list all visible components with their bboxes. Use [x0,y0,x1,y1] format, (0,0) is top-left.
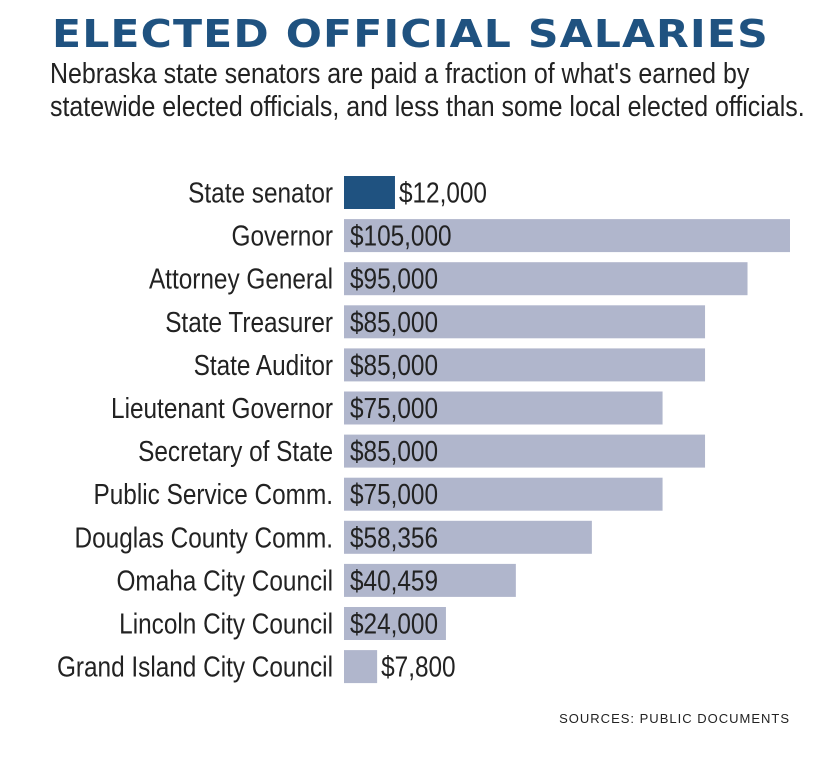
value-label: $58,356 [350,521,438,553]
bar [344,520,592,554]
value-label: $85,000 [350,306,438,338]
category-label: Governor [232,220,334,252]
value-label: $24,000 [350,608,438,640]
source-note: SOURCES: PUBLIC DOCUMENTS [559,711,790,726]
chart-subtitle: Nebraska state senators are paid a fract… [50,58,805,123]
value-label: $12,000 [399,177,487,209]
bar [344,176,395,209]
bar [344,219,790,253]
category-label: Omaha City Council [116,564,333,596]
bar-row: State Treasurer $85,000 [165,305,706,339]
category-label: Grand Island City Council [57,651,333,683]
bar [344,305,706,339]
bar-row: Public Service Comm. $75,000 [94,477,663,511]
bar-row: Douglas County Comm. $58,356 [75,520,592,554]
chart-title: ELECTED OFFICIAL SALARIES [52,12,769,56]
category-label: State Auditor [194,349,333,381]
value-label: $85,000 [350,349,438,381]
bar-row: Omaha City Council $40,459 [116,563,516,597]
value-label: $7,800 [381,651,455,683]
bar [344,434,706,468]
bar [344,348,706,382]
value-label: $75,000 [350,478,438,510]
category-label: State Treasurer [165,306,333,338]
category-label: Douglas County Comm. [75,521,333,553]
bar-row: State Auditor $85,000 [194,348,706,382]
category-label: Public Service Comm. [94,478,333,510]
bar [344,607,446,640]
bar [344,391,663,425]
bar [344,563,516,597]
category-label: Attorney General [149,263,333,295]
bar-row: Lincoln City Council $24,000 [119,607,446,640]
category-label: Secretary of State [138,435,333,467]
value-label: $95,000 [350,263,438,295]
bar-row: Secretary of State $85,000 [138,434,706,468]
bar-row: Governor $105,000 [232,219,790,253]
bar-row: Lieutenant Governor $75,000 [111,391,663,425]
bar [344,262,748,296]
bar [344,650,378,684]
category-label: State senator [188,177,333,209]
value-label: $85,000 [350,435,438,467]
bar-row: Attorney General $95,000 [149,262,748,296]
bar [344,477,663,511]
bar-row: State senator $12,000 [188,176,487,209]
value-label: $40,459 [350,564,438,596]
bar-row: Grand Island City Council $7,800 [57,650,456,684]
value-label: $105,000 [350,220,452,252]
category-label: Lieutenant Governor [111,392,333,424]
category-label: Lincoln City Council [119,608,333,640]
value-label: $75,000 [350,392,438,424]
